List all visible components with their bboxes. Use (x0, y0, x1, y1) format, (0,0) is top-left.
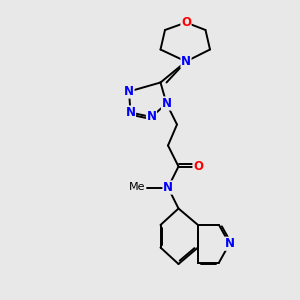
Text: N: N (161, 97, 172, 110)
Text: N: N (125, 106, 136, 119)
Text: Me: Me (129, 182, 146, 193)
Text: N: N (181, 55, 191, 68)
Text: N: N (224, 237, 235, 250)
Text: N: N (146, 110, 157, 124)
Text: O: O (193, 160, 203, 173)
Text: N: N (163, 181, 173, 194)
Text: N: N (124, 85, 134, 98)
Text: O: O (181, 16, 191, 29)
